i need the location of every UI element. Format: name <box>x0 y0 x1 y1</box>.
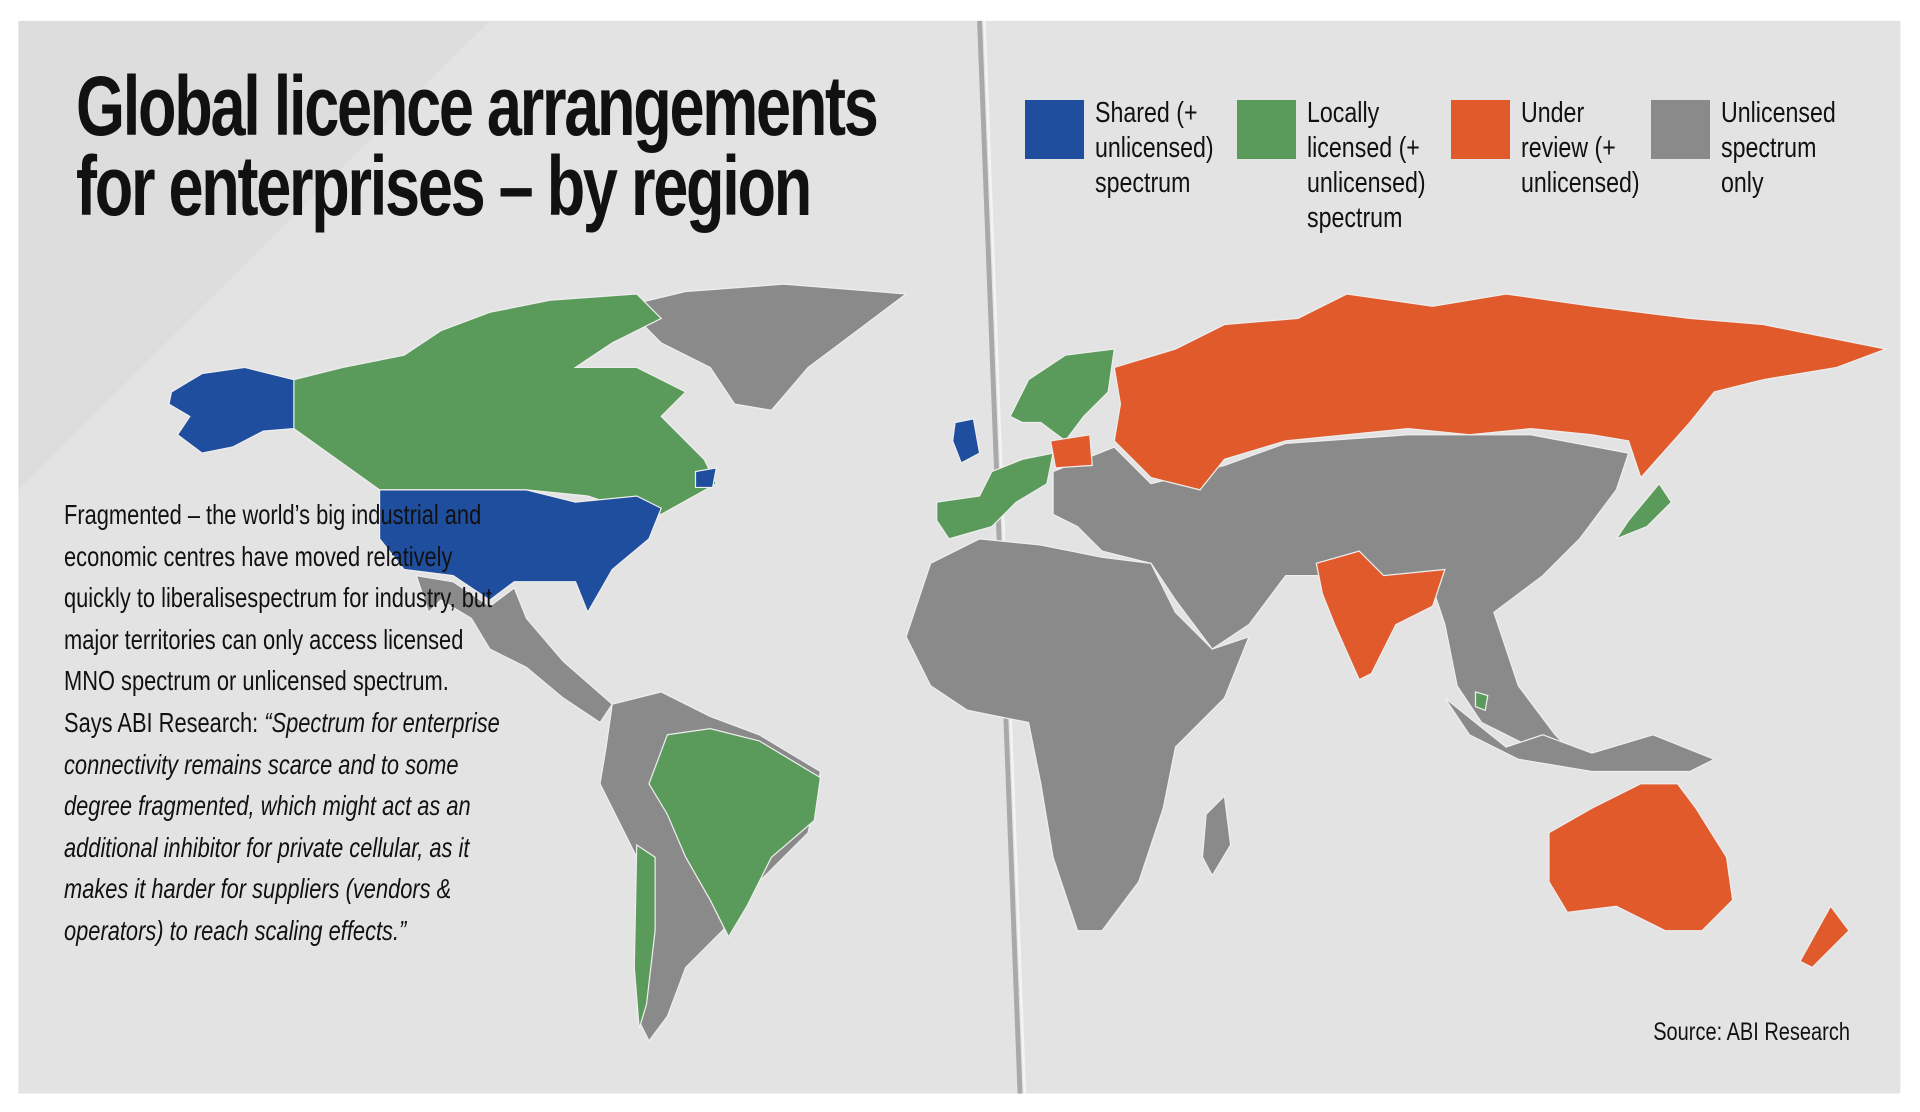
source: Source: ABI Research <box>1653 1018 1850 1046</box>
world-map <box>168 283 1888 1043</box>
shadow <box>18 20 490 490</box>
greenland <box>623 283 908 411</box>
title: Global licence arrangements for enterpri… <box>76 59 879 233</box>
canada <box>293 293 718 516</box>
legend-swatch <box>1451 100 1510 159</box>
legend-label: Shared (+ unlicensed) spectrum <box>1095 97 1214 199</box>
uk <box>952 418 981 464</box>
legend-swatch <box>1025 100 1084 159</box>
western-europe <box>936 452 1054 540</box>
new-zealand <box>1799 905 1850 969</box>
africa <box>905 538 1251 932</box>
legend-swatch <box>1237 100 1296 159</box>
alaska <box>168 366 295 454</box>
japan <box>1614 482 1673 541</box>
malaysia <box>1474 691 1489 712</box>
newfoundland <box>694 467 718 489</box>
title-line: for enterprises – by region <box>76 139 812 233</box>
russia <box>1113 293 1888 491</box>
madagascar <box>1201 794 1232 877</box>
central-america <box>415 574 614 724</box>
legend-label: Unlicensed spectrum only <box>1721 97 1836 199</box>
usa <box>378 489 663 614</box>
legend-swatch <box>1651 100 1710 159</box>
intro: Fragmented – the world’s big industrial … <box>64 499 493 697</box>
legend-label: Locally licensed (+ unlicensed) spectrum <box>1307 97 1426 234</box>
body-text: Fragmented – the world’s big industrial … <box>64 494 501 952</box>
chile <box>633 843 656 1029</box>
brazil <box>648 728 822 939</box>
title-line: Global licence arrangements <box>76 59 879 153</box>
attribution: Says ABI Research: <box>64 706 259 738</box>
quote: “Spectrum for enterprise connectivity re… <box>64 706 500 946</box>
indonesia <box>1444 697 1716 773</box>
india <box>1315 550 1446 681</box>
legend-label: Under review (+ unlicensed) <box>1521 97 1640 199</box>
scandinavia <box>1009 348 1116 442</box>
poland <box>1049 434 1093 469</box>
australia <box>1548 783 1734 932</box>
